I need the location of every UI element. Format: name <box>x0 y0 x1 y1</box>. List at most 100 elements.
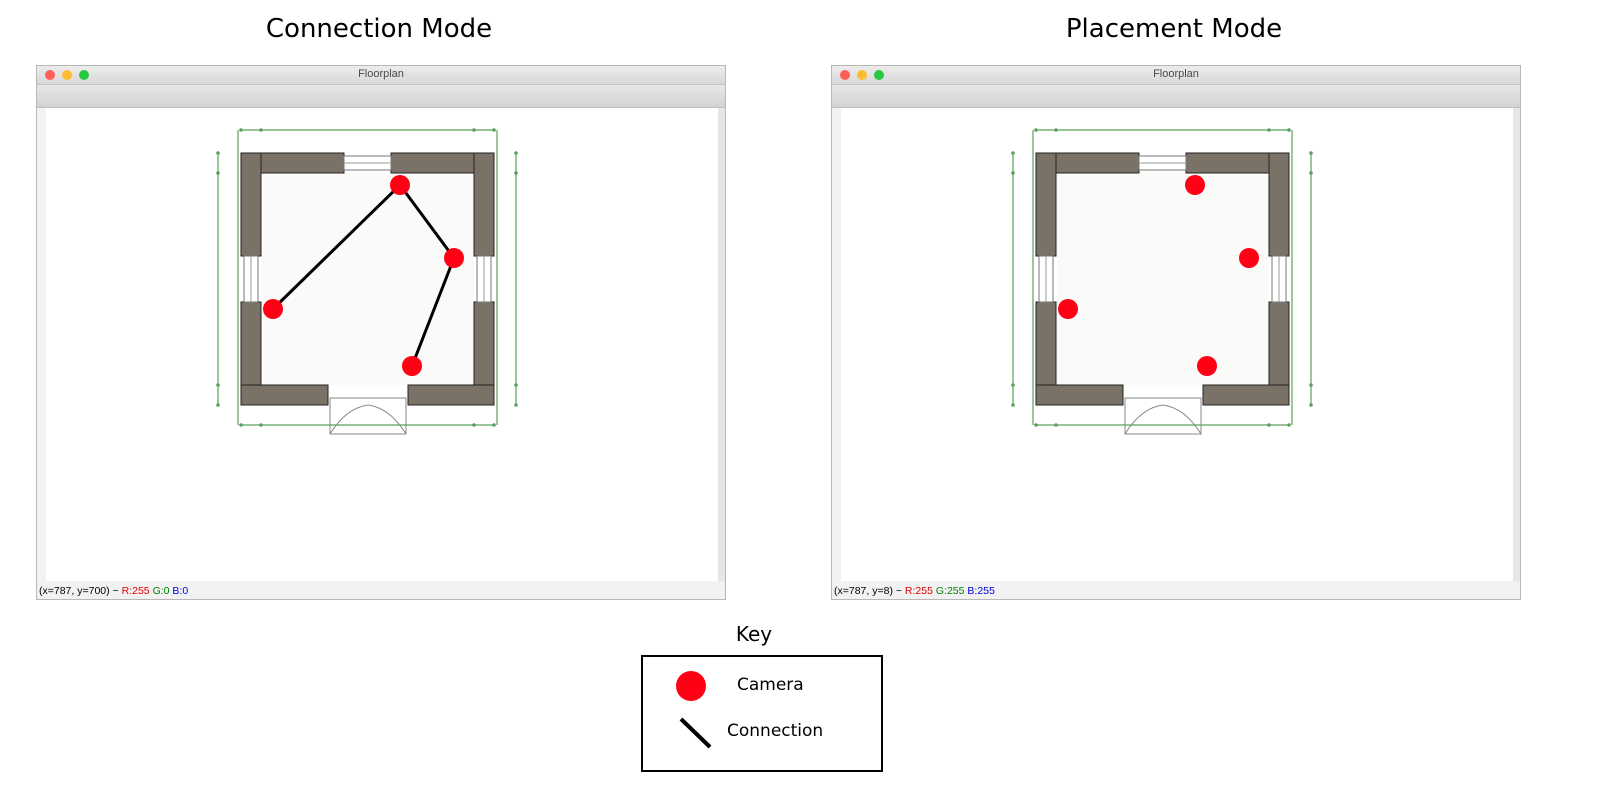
status-g: G:255 <box>935 585 965 597</box>
floorplan-window-placement: Floorplan (x=787, y=8) ~ R:255 G:255 B:2… <box>831 65 1521 600</box>
vertical-scrollbar[interactable] <box>1513 108 1520 581</box>
camera-legend-icon <box>676 671 706 701</box>
dimension-tick <box>239 423 243 427</box>
door-frame <box>329 397 407 435</box>
dimension-tick <box>216 151 220 155</box>
door-swing-left <box>1124 404 1164 435</box>
wall-segment <box>1268 152 1290 257</box>
dimension-tick <box>239 128 243 132</box>
dimension-tick <box>1309 171 1313 175</box>
vertical-scrollbar[interactable] <box>718 108 725 581</box>
dimension-tick <box>1287 423 1291 427</box>
placement-mode-heading: Placement Mode <box>1065 14 1283 44</box>
floorplan-canvas[interactable] <box>841 108 1514 581</box>
window-title: Floorplan <box>358 68 404 80</box>
status-r: R:255 <box>121 585 150 597</box>
status-b: B:0 <box>172 585 189 597</box>
dimension-tick <box>1011 151 1015 155</box>
camera-marker <box>390 175 410 195</box>
floorplan-window-connection: Floorplan (x=787, y=700) ~ R:255 G:0 B:0 <box>36 65 726 600</box>
dimension-tick <box>1011 171 1015 175</box>
wall-segment <box>240 384 329 406</box>
window-title: Floorplan <box>1153 68 1199 80</box>
close-light-icon[interactable] <box>45 70 55 80</box>
dimension-tick <box>216 171 220 175</box>
status-r: R:255 <box>904 585 933 597</box>
dimension-tick <box>472 128 476 132</box>
status-coords: (x=787, y=700) ~ <box>39 585 119 597</box>
dimension-tick <box>472 423 476 427</box>
key-symbols <box>676 671 712 749</box>
camera-marker <box>263 299 283 319</box>
door-swing-right <box>1162 404 1202 435</box>
connection-lines <box>271 183 456 367</box>
dimension-tick <box>492 128 496 132</box>
room-floor <box>262 173 474 385</box>
dimension-tick <box>1034 423 1038 427</box>
status-b: B:255 <box>967 585 995 597</box>
door-swing-left <box>329 404 369 435</box>
dimension-tick <box>1054 128 1058 132</box>
dimension-tick <box>1287 128 1291 132</box>
room-floor <box>1057 173 1269 385</box>
door-frame <box>1124 397 1202 435</box>
dimension-tick <box>1054 423 1058 427</box>
door-swing-right <box>367 404 407 435</box>
connection-line <box>398 184 456 259</box>
wall-segment <box>407 384 495 406</box>
dimension-tick <box>514 171 518 175</box>
connection-line <box>271 183 402 311</box>
dimension-tick <box>492 423 496 427</box>
dimension-tick <box>1309 403 1313 407</box>
connection-legend-label: Connection <box>727 721 824 741</box>
dimension-tick <box>1011 403 1015 407</box>
status-bar: (x=787, y=700) ~ R:255 G:0 B:0 <box>39 585 188 597</box>
floorplan-canvas[interactable] <box>46 108 719 581</box>
dimension-tick <box>514 383 518 387</box>
wall-segment <box>1035 384 1124 406</box>
dimension-tick <box>1309 383 1313 387</box>
window-titlebar[interactable]: Floorplan <box>37 66 725 85</box>
dimension-tick <box>216 403 220 407</box>
dimension-tick <box>1011 383 1015 387</box>
connection-line <box>410 257 456 367</box>
window-titlebar[interactable]: Floorplan <box>832 66 1520 85</box>
zoom-light-icon[interactable] <box>874 70 884 80</box>
key-title: Key <box>735 622 773 646</box>
dimension-tick <box>1034 128 1038 132</box>
window-toolbar <box>37 85 725 108</box>
camera-markers <box>1058 175 1259 376</box>
camera-marker <box>1185 175 1205 195</box>
window-toolbar <box>832 85 1520 108</box>
status-coords: (x=787, y=8) ~ <box>834 585 902 597</box>
dimension-tick <box>514 403 518 407</box>
close-light-icon[interactable] <box>840 70 850 80</box>
dimension-tick <box>514 151 518 155</box>
floorplan-geometry <box>216 128 518 435</box>
camera-marker <box>1239 248 1259 268</box>
dimension-tick <box>1267 423 1271 427</box>
camera-legend-label: Camera <box>737 675 804 695</box>
wall-segment <box>1035 152 1057 257</box>
dimension-tick <box>1267 128 1271 132</box>
floorplan-drawing <box>216 128 518 435</box>
camera-markers <box>263 175 464 376</box>
dimension-tick <box>216 383 220 387</box>
status-g: G:0 <box>152 585 170 597</box>
minimize-light-icon[interactable] <box>857 70 867 80</box>
wall-segment <box>1202 384 1290 406</box>
zoom-light-icon[interactable] <box>79 70 89 80</box>
wall-segment <box>473 152 495 257</box>
floorplan-geometry <box>1011 128 1313 435</box>
camera-marker <box>402 356 422 376</box>
camera-marker <box>444 248 464 268</box>
dimension-tick <box>1309 151 1313 155</box>
dimension-tick <box>259 423 263 427</box>
minimize-light-icon[interactable] <box>62 70 72 80</box>
wall-segment <box>240 152 262 257</box>
floorplan-drawing <box>1011 128 1313 435</box>
camera-marker <box>1058 299 1078 319</box>
connection-legend-icon <box>679 717 712 749</box>
connection-mode-heading: Connection Mode <box>265 14 493 44</box>
key-legend: Camera Connection <box>641 655 883 772</box>
